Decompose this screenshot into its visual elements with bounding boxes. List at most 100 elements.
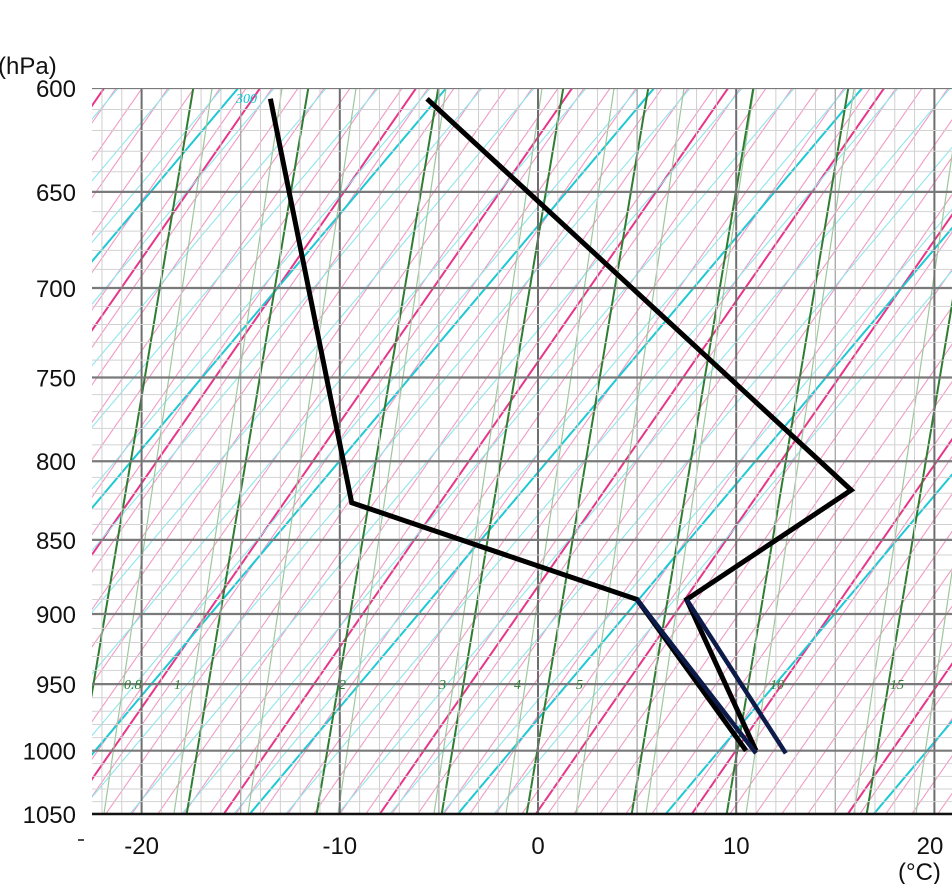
x-tick-labels: -20 -10 0 10 20 xyxy=(124,833,943,860)
y-tick-label: 800 xyxy=(36,449,76,476)
y-tick-label: 900 xyxy=(36,602,76,629)
moist-adiabat-line xyxy=(92,88,483,552)
dry-adiabat-line xyxy=(755,530,952,814)
mixing-ratio-label: 15 xyxy=(890,678,904,693)
dry-adiabat-line xyxy=(0,48,40,854)
top-line-label: 300 xyxy=(235,92,257,107)
moist-adiabat-major-line xyxy=(92,88,448,510)
dry-adiabat-line xyxy=(521,193,952,814)
dry-adiabat-line xyxy=(807,605,952,814)
dry-adiabat-line xyxy=(573,268,952,814)
moist-adiabat-line xyxy=(92,88,639,737)
isotherm-line xyxy=(247,88,357,814)
isotherm-line xyxy=(505,88,615,814)
mixing-ratio-line xyxy=(630,88,755,814)
dry-adiabat-line xyxy=(92,88,403,536)
moist-adiabat-line xyxy=(233,88,847,814)
dry-adiabat-line xyxy=(781,568,952,814)
mixing-ratio-line xyxy=(185,88,310,814)
dry-adiabat-line xyxy=(599,306,952,814)
dry-adiabat-line xyxy=(859,680,952,814)
isotherm-line xyxy=(745,88,855,814)
lower-segment-line xyxy=(684,598,788,755)
dry-adiabat-line xyxy=(365,88,871,814)
dry-adiabat-line xyxy=(469,119,952,814)
moist-adiabat-line xyxy=(337,88,951,814)
dry-adiabat-line xyxy=(92,88,507,686)
isotherm-line xyxy=(575,88,685,814)
isotherm-line xyxy=(433,88,543,814)
mixing-ratio-line xyxy=(440,88,565,814)
moist-adiabat-line xyxy=(92,88,327,367)
dry-adiabat-line xyxy=(92,88,455,611)
dry-adiabat-major-line xyxy=(690,437,952,814)
y-tick-label: 750 xyxy=(36,365,76,392)
mixing-ratio-label: 5 xyxy=(576,678,583,693)
dry-adiabat-major-line xyxy=(534,213,952,814)
y-tick-label: 1050 xyxy=(23,802,76,829)
dry-adiabat-line xyxy=(105,88,611,814)
dry-adiabat-line xyxy=(651,380,952,814)
isotherm-line xyxy=(103,88,213,814)
moist-adiabat-major-line xyxy=(248,88,864,814)
diagram-background-lines xyxy=(0,48,952,854)
x-tick-label: 10 xyxy=(723,833,750,860)
mixing-ratio-label: 0.8 xyxy=(124,678,142,693)
x-tick-label: -20 xyxy=(124,833,159,860)
mixing-ratio-label: 4 xyxy=(514,678,521,693)
mixing-ratio-line xyxy=(92,88,195,699)
moist-adiabat-line xyxy=(285,88,899,814)
dry-adiabat-line xyxy=(92,88,195,237)
dry-adiabat-line xyxy=(92,88,273,349)
moist-adiabat-line xyxy=(92,88,431,490)
dry-adiabat-line xyxy=(625,343,952,814)
moist-adiabat-major-line xyxy=(664,473,952,814)
dry-adiabat-line xyxy=(261,88,767,814)
moist-adiabat-major-line xyxy=(92,88,656,756)
dry-adiabat-line xyxy=(92,88,221,274)
x-tick-label: -10 xyxy=(322,833,357,860)
moist-adiabat-line xyxy=(92,88,379,429)
lower-segment-line xyxy=(635,598,758,755)
mixing-ratio-line xyxy=(315,88,440,814)
moist-adiabat-line xyxy=(92,88,275,305)
dry-adiabat-line xyxy=(92,88,247,311)
y-tick-label: 1000 xyxy=(23,739,76,766)
dry-adiabat-line xyxy=(313,88,819,814)
mixing-ratio-line xyxy=(525,88,650,814)
moist-adiabat-line xyxy=(389,146,952,814)
y-tick-label: 850 xyxy=(36,528,76,555)
dry-adiabat-line xyxy=(92,88,559,760)
dry-adiabat-line xyxy=(92,88,143,162)
dry-adiabat-line xyxy=(92,88,325,424)
moist-adiabat-line xyxy=(92,88,119,120)
mixing-ratio-label: 10 xyxy=(770,678,784,693)
moist-adiabat-line xyxy=(92,88,223,244)
dry-adiabat-line xyxy=(157,88,663,814)
dry-adiabat-line xyxy=(417,88,923,814)
dry-adiabat-line xyxy=(92,88,299,386)
moist-adiabat-line xyxy=(129,88,743,814)
isotherm-line xyxy=(337,88,447,814)
mixing-ratio-line xyxy=(865,298,952,814)
y-tick-label: 950 xyxy=(36,672,76,699)
dry-adiabat-line xyxy=(0,48,14,854)
y-axis-label: (hPa) xyxy=(0,53,57,80)
dry-adiabat-major-line xyxy=(846,662,952,814)
sounding-series xyxy=(267,96,856,755)
x-tick-label: 20 xyxy=(917,833,944,860)
mixing-ratio-label: 1 xyxy=(174,678,181,693)
moist-adiabat-major-line xyxy=(92,88,240,263)
y-tick-label: 700 xyxy=(36,276,76,303)
y-tick-label: 650 xyxy=(36,180,76,207)
dry-adiabat-line xyxy=(885,717,952,814)
dry-adiabat-line xyxy=(92,88,169,199)
dry-adiabat-line xyxy=(833,642,952,814)
moist-adiabat-line xyxy=(92,88,691,798)
y-tick-labels: 600 650 700 750 800 850 900 950 1000 1050 xyxy=(23,76,76,829)
x-axis-label: (°C) xyxy=(898,859,941,884)
isotherm-line xyxy=(915,567,952,814)
mixing-ratio-labels: 0.8 1 2 3 4 5 10 15 xyxy=(124,678,904,693)
grid xyxy=(92,88,952,814)
